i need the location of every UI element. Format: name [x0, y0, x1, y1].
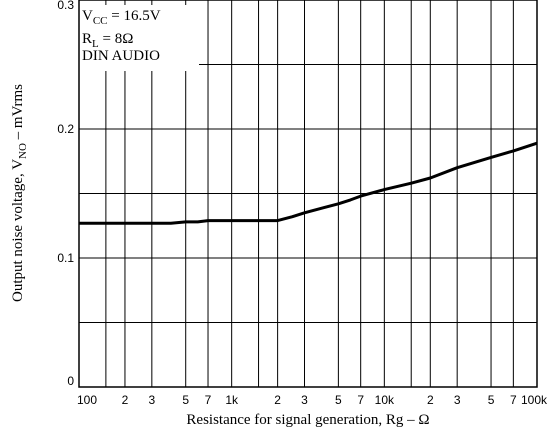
x-tick-label: 5	[182, 393, 189, 407]
y-tick-label: 0	[67, 374, 74, 388]
x-tick-label: 1k	[225, 393, 239, 407]
x-tick-label: 2	[122, 393, 129, 407]
y-tick-label: 0.1	[57, 251, 74, 265]
y-tick-label: 0.2	[57, 122, 74, 136]
x-tick-label: 10k	[375, 393, 395, 407]
annotation-box	[78, 5, 199, 71]
x-tick-label: 3	[301, 393, 308, 407]
annotation-rl: RL = 8Ω	[82, 31, 133, 50]
y-axis-label: Output noise voltage, VNO – mVrms	[10, 84, 29, 302]
x-axis-label: Resistance for signal generation, Rg – Ω	[186, 412, 429, 428]
y-tick-label: 0.3	[57, 0, 74, 12]
x-tick-label: 3	[148, 393, 155, 407]
annotation-din-audio: DIN AUDIO	[82, 48, 160, 64]
x-tick-label: 2	[427, 393, 434, 407]
x-tick-label: 3	[454, 393, 461, 407]
annotation-vcc: VCC = 16.5V	[82, 8, 161, 27]
x-tick-label: 100	[77, 393, 97, 407]
x-tick-label: 7	[357, 393, 364, 407]
x-tick-label: 7	[205, 393, 212, 407]
x-tick-label: 2	[274, 393, 281, 407]
x-tick-label: 100k	[521, 393, 548, 407]
x-tick-label: 5	[335, 393, 342, 407]
y-tick-labels: 0 0.1 0.2 0.3	[57, 0, 74, 388]
x-tick-label: 5	[488, 393, 495, 407]
plot-frame	[78, 0, 538, 388]
x-tick-labels: 100 2 3 5 7 1k 2 3 5 7 10k 2 3 5 7 100k	[77, 393, 548, 407]
x-tick-label: 7	[510, 393, 517, 407]
series-layer	[79, 141, 538, 225]
noise-voltage-line	[79, 141, 538, 225]
